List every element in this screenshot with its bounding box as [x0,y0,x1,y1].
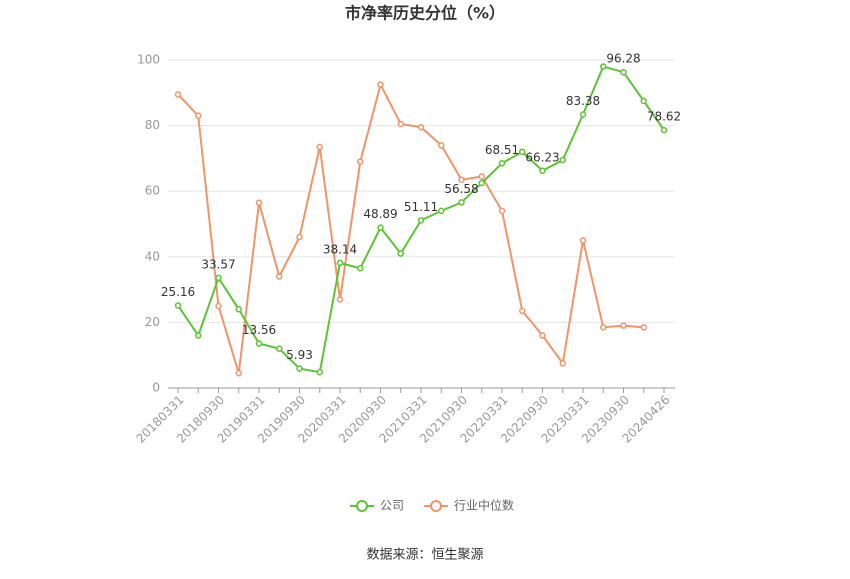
point [215,274,222,282]
y-tick-label: 20 [145,315,160,329]
data-label: 78.62 [647,110,681,124]
source: 数据来源：恒生聚源 [366,548,483,563]
point [498,160,506,167]
point [458,176,465,183]
point [458,199,465,206]
point [174,302,182,309]
point [539,332,546,339]
point [255,340,263,347]
legend-label: 公司 [380,499,404,513]
point [336,296,344,303]
point [559,156,566,164]
point [438,207,445,215]
data-label: 68.51 [485,143,519,157]
y-tick-label: 0 [152,381,160,395]
point [316,143,323,151]
data-label: 83.38 [566,94,600,108]
point [600,63,607,70]
point [579,111,587,118]
data-label: 13.56 [242,323,276,337]
point [195,332,202,339]
point [195,112,202,120]
point [276,345,283,352]
point [417,123,425,131]
point [357,265,364,272]
data-label: 38.14 [323,242,357,256]
point [640,97,647,105]
point [215,302,222,310]
data-label: 96.28 [606,52,640,66]
point [296,233,303,241]
point [640,324,647,331]
legend-marker [356,500,368,512]
point [579,237,587,244]
point [357,158,364,165]
data-label: 56.58 [444,182,478,196]
point [235,369,242,377]
point [478,173,485,180]
chart-title: 市净率历史分位（%） [345,4,505,23]
point [438,142,445,149]
legend-label: 行业中位数 [454,498,514,513]
series-line [177,81,644,374]
point [660,126,668,134]
legend-marker [430,500,443,512]
y-tick-label: 80 [145,118,160,132]
point [336,259,344,267]
point [235,306,242,313]
data-label: 25.16 [161,285,195,299]
y-tick-label: 40 [145,249,160,263]
point [397,120,404,128]
data-label: 66.23 [525,150,559,164]
point [559,360,566,367]
point [417,217,425,224]
point [519,148,526,156]
point [397,250,404,257]
data-label: 48.89 [363,207,397,221]
data-label: 51.11 [404,200,438,214]
point [600,324,607,331]
point [174,91,182,98]
point [276,273,283,280]
data-label: 5.93 [286,348,313,362]
point [519,307,526,315]
point [255,199,263,206]
point [316,369,323,376]
y-tick-label: 60 [145,184,160,198]
y-tick-label: 100 [137,53,160,67]
point [539,167,546,175]
point [620,68,627,76]
point [478,179,485,187]
point [377,224,384,231]
point [620,322,627,329]
data-label: 33.57 [201,257,235,271]
point [377,81,384,88]
point [498,207,506,215]
point [296,365,303,372]
